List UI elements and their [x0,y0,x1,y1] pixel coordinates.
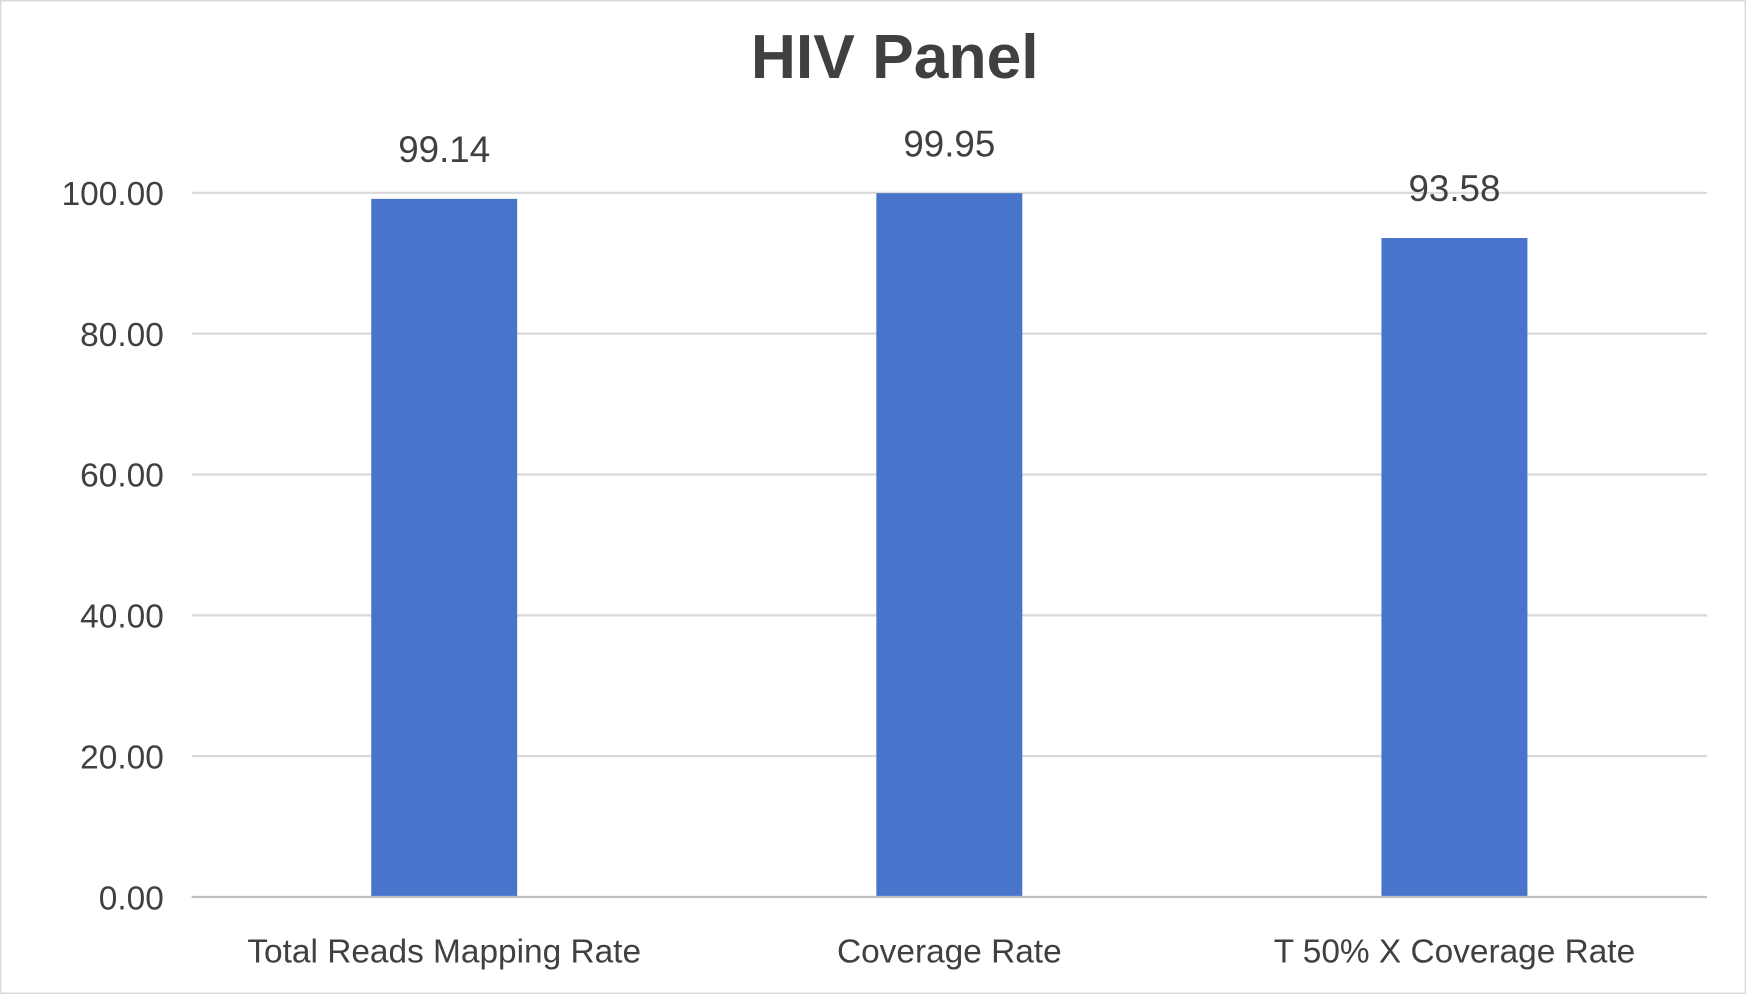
x-category-label: Total Reads Mapping Rate [247,934,641,971]
bar [1381,238,1528,896]
y-tick-label: 0.00 [99,880,164,917]
bar [371,198,518,896]
data-label: 93.58 [1408,168,1500,209]
data-label: 99.14 [398,129,490,170]
y-tick-label: 60.00 [80,458,164,495]
y-tick-label: 20.00 [80,739,164,776]
y-tick-label: 100.00 [62,176,164,213]
y-tick-label: 80.00 [80,317,164,354]
x-category-label: Coverage Rate [837,934,1062,971]
bar [876,193,1023,896]
data-label: 99.95 [903,123,995,164]
chart-title: HIV Panel [751,23,1039,92]
y-tick-label: 40.00 [80,599,164,636]
x-category-label: T 50% X Coverage Rate [1274,934,1635,971]
